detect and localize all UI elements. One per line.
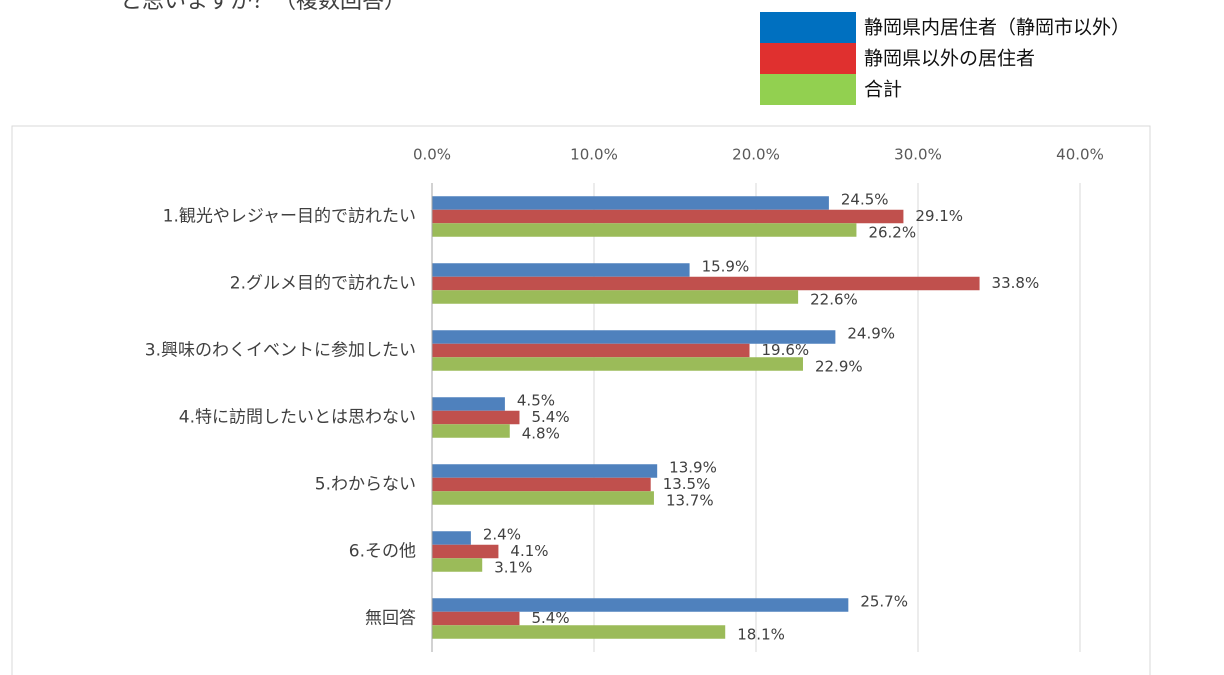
bar [432, 491, 654, 505]
bar [432, 357, 803, 371]
data-label: 15.9% [702, 258, 750, 276]
legend-label: 静岡県内居住者（静岡市以外） [864, 17, 1130, 39]
legend-swatch [760, 12, 856, 43]
x-tick-label: 40.0% [1056, 146, 1104, 164]
bar [432, 531, 471, 545]
data-label: 22.6% [810, 291, 858, 309]
bar [432, 397, 505, 411]
bar [432, 223, 857, 237]
bar [432, 276, 980, 291]
data-label: 3.1% [494, 559, 532, 577]
data-label: 24.5% [841, 191, 889, 209]
y-tick-label: 5.わからない [315, 475, 416, 495]
data-label: 33.8% [992, 274, 1040, 292]
data-label: 5.4% [531, 408, 569, 426]
bar [432, 196, 829, 210]
x-tick-label: 0.0% [413, 146, 451, 164]
legend-label: 静岡県以外の居住者 [864, 48, 1035, 70]
bar [432, 625, 726, 639]
data-label: 26.2% [868, 224, 916, 242]
data-label: 19.6% [762, 341, 810, 359]
bar [432, 558, 483, 572]
bar [432, 410, 520, 425]
bar [432, 209, 904, 224]
bar [432, 598, 849, 612]
bar [432, 263, 690, 277]
bar [432, 477, 651, 492]
y-tick-label: 3.興味のわくイベントに参加したい [145, 341, 416, 361]
bar [432, 544, 499, 559]
bar [432, 611, 520, 626]
data-label: 13.7% [666, 492, 714, 510]
chart-title: と思いますか？（複数回答） [120, 0, 406, 14]
data-label: 4.8% [522, 425, 560, 443]
data-label: 5.4% [531, 609, 569, 627]
y-tick-label: 無回答 [365, 609, 416, 629]
legend-swatch [760, 74, 856, 105]
data-label: 29.1% [915, 207, 963, 225]
data-label: 22.9% [815, 358, 863, 376]
bar [432, 343, 750, 358]
data-label: 2.4% [483, 526, 521, 544]
y-tick-label: 6.その他 [349, 542, 416, 562]
data-label: 25.7% [860, 593, 908, 611]
data-label: 24.9% [847, 325, 895, 343]
x-tick-label: 30.0% [894, 146, 942, 164]
data-label: 13.5% [663, 475, 711, 493]
data-label: 4.1% [510, 542, 548, 560]
chart-frame [11, 125, 1151, 675]
y-tick-label: 2.グルメ目的で訪れたい [230, 274, 416, 294]
legend-swatch [760, 43, 856, 74]
bar [432, 330, 836, 344]
x-tick-label: 20.0% [732, 146, 780, 164]
data-label: 4.5% [517, 392, 555, 410]
legend-label: 合計 [864, 79, 902, 101]
x-tick-label: 10.0% [570, 146, 618, 164]
bar [432, 424, 510, 438]
bar [432, 290, 799, 304]
data-label: 18.1% [737, 626, 785, 644]
y-tick-label: 4.特に訪問したいとは思わない [179, 408, 416, 428]
bar [432, 464, 658, 478]
data-label: 13.9% [669, 459, 717, 477]
y-tick-label: 1.観光やレジャー目的で訪れたい [163, 207, 416, 227]
